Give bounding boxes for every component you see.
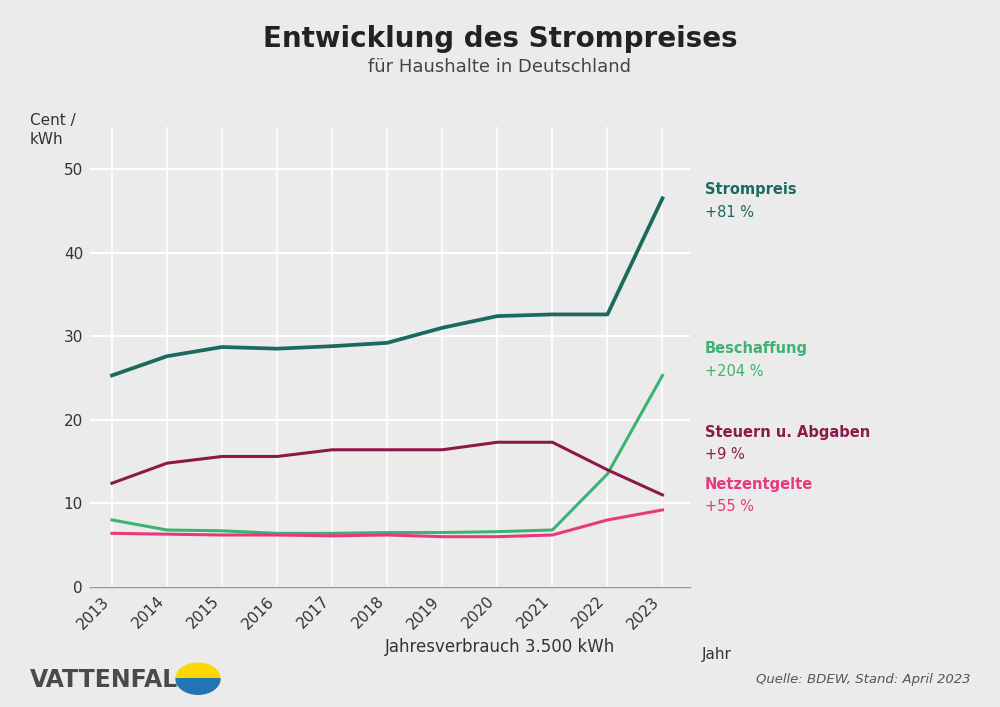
Text: Quelle: BDEW, Stand: April 2023: Quelle: BDEW, Stand: April 2023 bbox=[756, 673, 970, 686]
Text: Entwicklung des Strompreises: Entwicklung des Strompreises bbox=[263, 25, 737, 53]
Text: +9 %: +9 % bbox=[705, 448, 745, 462]
Text: +55 %: +55 % bbox=[705, 499, 754, 514]
Text: Beschaffung: Beschaffung bbox=[705, 341, 808, 356]
Text: Netzentgelte: Netzentgelte bbox=[705, 477, 813, 491]
Text: VATTENFALL: VATTENFALL bbox=[30, 668, 193, 692]
Text: +204 %: +204 % bbox=[705, 363, 764, 379]
Text: Jahresverbrauch 3.500 kWh: Jahresverbrauch 3.500 kWh bbox=[385, 638, 615, 655]
Text: für Haushalte in Deutschland: für Haushalte in Deutschland bbox=[368, 58, 632, 76]
Text: Steuern u. Abgaben: Steuern u. Abgaben bbox=[705, 425, 870, 440]
Text: Strompreis: Strompreis bbox=[705, 182, 797, 197]
Text: Cent /
kWh: Cent / kWh bbox=[30, 113, 76, 147]
Text: Jahr: Jahr bbox=[702, 646, 732, 662]
Text: +81 %: +81 % bbox=[705, 205, 754, 220]
